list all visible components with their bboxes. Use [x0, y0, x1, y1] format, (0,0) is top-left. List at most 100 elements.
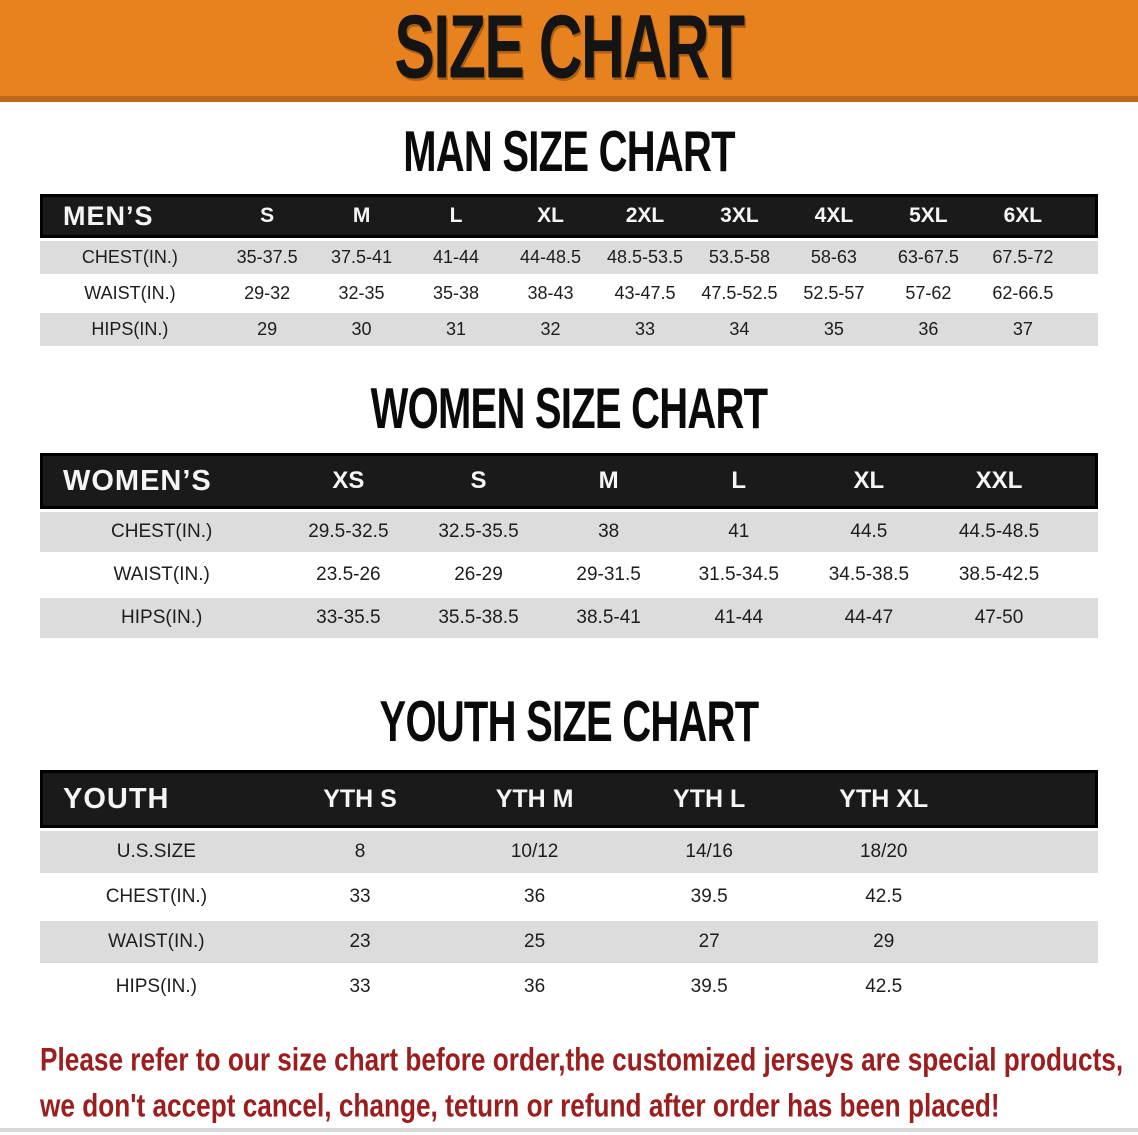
table-header-row: MEN’S S M L XL 2XL 3XL 4XL 5XL 6XL	[40, 194, 1098, 238]
size-cell: 23	[272, 921, 448, 963]
header-filler-cell	[971, 770, 1098, 828]
row-label: WAIST(IN.)	[40, 921, 273, 963]
disclaimer-row: Please refer to our size chart before or…	[40, 1037, 1138, 1083]
size-cell: 30	[314, 313, 409, 346]
size-cell: 39.5	[621, 966, 797, 1008]
youth-section-heading-text: YOUTH SIZE CHART	[379, 690, 760, 754]
women-section-heading: WOMEN SIZE CHART	[0, 380, 1138, 437]
size-column-header: XS	[283, 453, 414, 509]
size-cell: 52.5-57	[786, 277, 882, 310]
size-cell: 33	[272, 966, 448, 1008]
size-column-header: L	[408, 194, 504, 238]
table-row: U.S.SIZE 8 10/12 14/16 18/20	[40, 831, 1098, 873]
size-cell: 42.5	[796, 876, 971, 918]
size-cell: 58-63	[786, 241, 882, 274]
size-cell: 37.5-41	[314, 241, 409, 274]
disclaimer-line-1: Please refer to our size chart before or…	[40, 1041, 1124, 1078]
section-men: MAN SIZE CHART MEN’S S M L XL 2XL 3XL 4XL 5XL 6XL…	[0, 123, 1138, 349]
row-filler-cell	[971, 876, 1098, 918]
size-cell: 53.5-58	[692, 241, 787, 274]
size-cell: 26-29	[413, 555, 544, 595]
youth-section-heading: YOUTH SIZE CHART	[0, 690, 1138, 754]
size-cell: 14/16	[621, 831, 797, 873]
size-cell: 33	[272, 876, 448, 918]
size-column-header: 2XL	[597, 194, 693, 238]
size-cell: 42.5	[796, 966, 971, 1008]
table-row: CHEST(IN.) 35-37.5 37.5-41 41-44 44-48.5 48.5…	[40, 241, 1098, 274]
row-label: CHEST(IN.)	[40, 876, 273, 918]
size-cell: 38-43	[503, 277, 598, 310]
women-size-table: WOMEN’S XS S M L XL XXL CHEST(IN.) 29.5-32.5 32.5…	[40, 450, 1098, 641]
size-column-header: M	[543, 453, 674, 509]
size-cell: 29-31.5	[543, 555, 674, 595]
row-filler-cell	[1070, 277, 1098, 310]
size-cell: 35-37.5	[219, 241, 315, 274]
size-cell: 62-66.5	[975, 277, 1071, 310]
size-column-header: XL	[503, 194, 598, 238]
size-cell: 32-35	[314, 277, 409, 310]
size-column-header: YTH M	[447, 770, 622, 828]
size-cell: 34	[692, 313, 787, 346]
row-filler-cell	[1070, 241, 1098, 274]
size-column-header: XXL	[933, 453, 1065, 509]
men-size-table: MEN’S S M L XL 2XL 3XL 4XL 5XL 6XL CHEST(IN.) 35-37…	[40, 191, 1098, 349]
row-label: HIPS(IN.)	[40, 313, 220, 346]
row-label: WAIST(IN.)	[40, 277, 220, 310]
size-cell: 67.5-72	[975, 241, 1071, 274]
size-column-header: S	[219, 194, 315, 238]
table-row: HIPS(IN.) 29 30 31 32 33 34 35 36 37	[40, 313, 1098, 346]
row-filler-cell	[1064, 512, 1098, 552]
table-header-row: WOMEN’S XS S M L XL XXL	[40, 453, 1098, 509]
size-cell: 31.5-34.5	[673, 555, 804, 595]
size-cell: 36	[447, 966, 622, 1008]
size-cell: 35	[786, 313, 882, 346]
size-cell: 35.5-38.5	[413, 598, 544, 638]
disclaimer-line-2: we don't accept cancel, change, teturn o…	[40, 1087, 1000, 1124]
table-header-row: YOUTH YTH S YTH M YTH L YTH XL	[40, 770, 1098, 828]
banner-title: SIZE CHART	[394, 0, 745, 98]
row-label: U.S.SIZE	[40, 831, 273, 873]
size-cell: 29	[796, 921, 971, 963]
table-row: WAIST(IN.) 23.5-26 26-29 29-31.5 31.5-34.5 34…	[40, 555, 1098, 595]
row-label: CHEST(IN.)	[40, 512, 284, 552]
size-column-header: YTH S	[272, 770, 448, 828]
row-label: WAIST(IN.)	[40, 555, 284, 595]
banner: SIZE CHART	[0, 0, 1138, 102]
size-cell: 18/20	[796, 831, 971, 873]
size-column-header: L	[673, 453, 804, 509]
size-cell: 63-67.5	[881, 241, 976, 274]
size-column-header: YTH XL	[796, 770, 971, 828]
size-cell: 27	[621, 921, 797, 963]
table-corner-label: YOUTH	[40, 770, 273, 828]
size-cell: 31	[408, 313, 504, 346]
size-column-header: S	[413, 453, 544, 509]
size-column-header: 6XL	[975, 194, 1071, 238]
row-label: HIPS(IN.)	[40, 966, 273, 1008]
size-cell: 41	[673, 512, 804, 552]
row-filler-cell	[971, 831, 1098, 873]
size-cell: 48.5-53.5	[597, 241, 693, 274]
size-column-header: XL	[803, 453, 934, 509]
size-cell: 41-44	[673, 598, 804, 638]
size-cell: 36	[881, 313, 976, 346]
row-filler-cell	[1064, 598, 1098, 638]
table-row: WAIST(IN.) 23 25 27 29	[40, 921, 1098, 963]
section-women: WOMEN SIZE CHART WOMEN’S XS S M L XL XXL CHEST(…	[0, 380, 1138, 641]
size-cell: 34.5-38.5	[803, 555, 934, 595]
table-corner-label: MEN’S	[40, 194, 220, 238]
bottom-edge-strip	[0, 1128, 1138, 1132]
size-cell: 32.5-35.5	[413, 512, 544, 552]
size-cell: 44-47	[803, 598, 934, 638]
size-column-header: 3XL	[692, 194, 787, 238]
size-cell: 32	[503, 313, 598, 346]
size-cell: 36	[447, 876, 622, 918]
row-filler-cell	[1070, 313, 1098, 346]
size-cell: 23.5-26	[283, 555, 414, 595]
table-row: CHEST(IN.) 33 36 39.5 42.5	[40, 876, 1098, 918]
size-cell: 10/12	[447, 831, 622, 873]
size-column-header: 4XL	[786, 194, 882, 238]
size-cell: 47-50	[933, 598, 1065, 638]
table-row: HIPS(IN.) 33-35.5 35.5-38.5 38.5-41 41-44 44-…	[40, 598, 1098, 638]
size-cell: 41-44	[408, 241, 504, 274]
